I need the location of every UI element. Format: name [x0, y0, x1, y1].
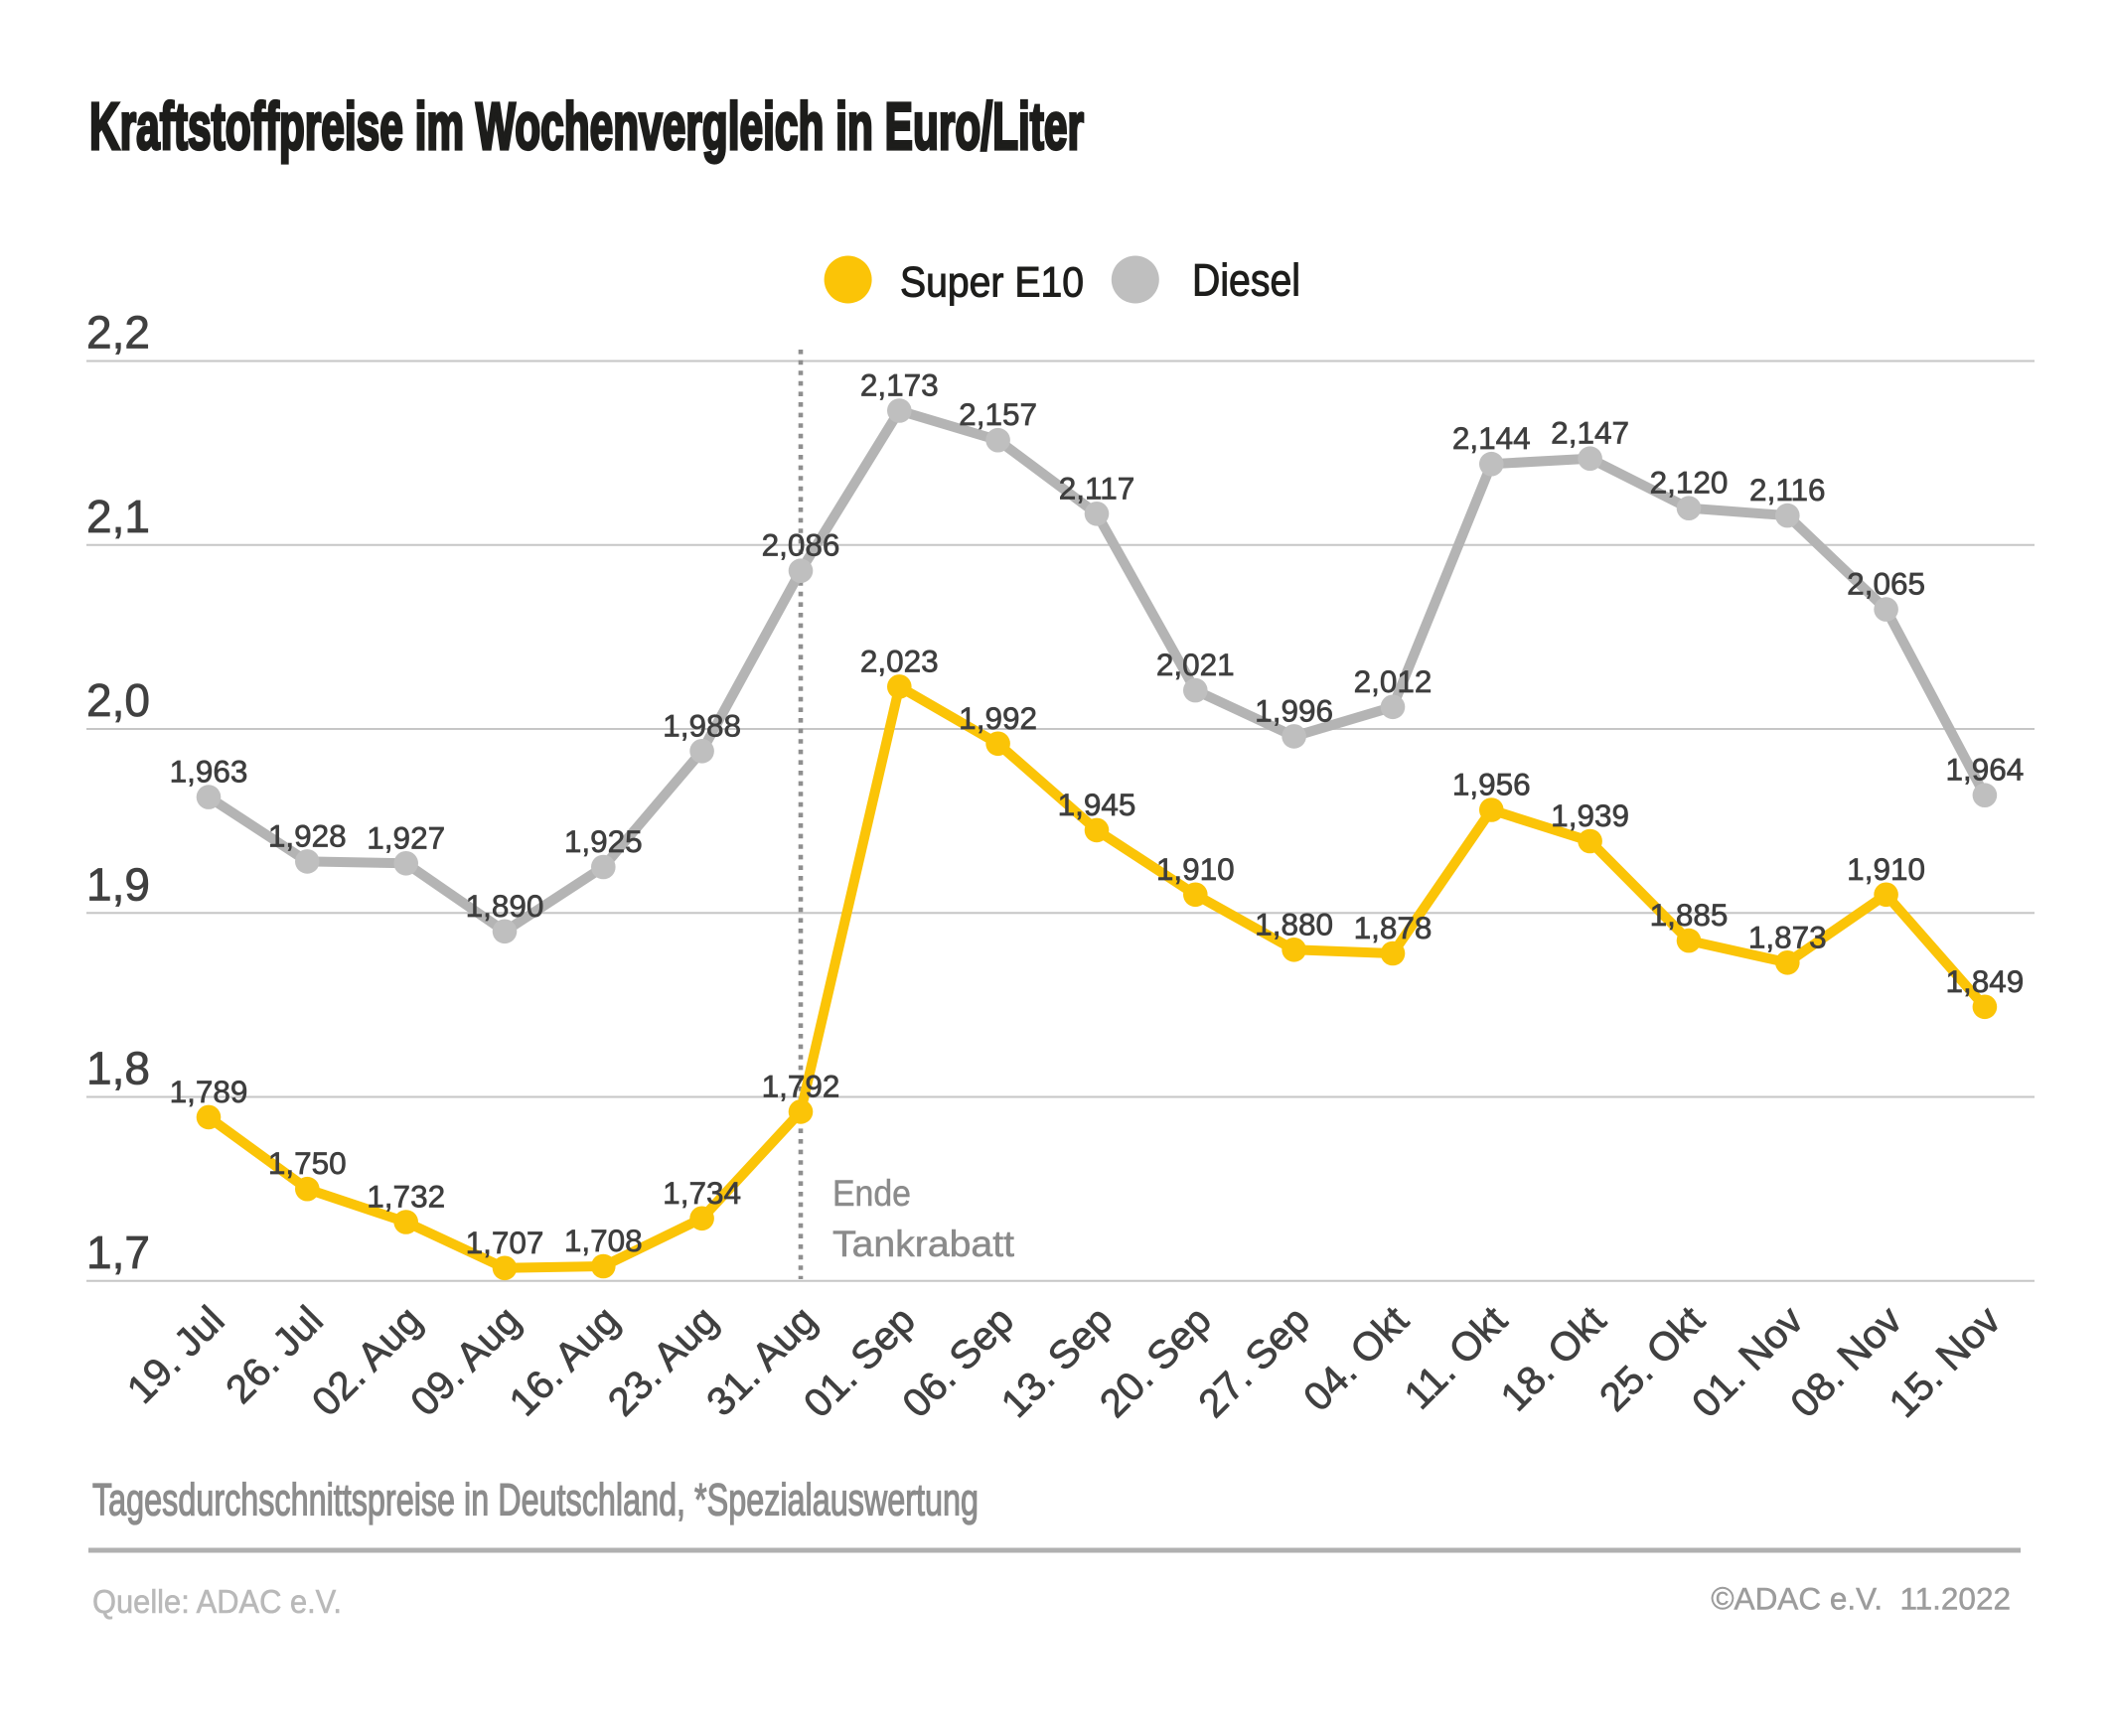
svg-text:1,992: 1,992	[959, 700, 1037, 736]
svg-text:1,789: 1,789	[170, 1074, 248, 1109]
svg-text:Diesel: Diesel	[1192, 255, 1300, 306]
svg-text:1,732: 1,732	[367, 1179, 445, 1215]
svg-text:Tagesdurchschnittspreise in De: Tagesdurchschnittspreise in Deutschland,…	[92, 1475, 979, 1525]
svg-text:1,890: 1,890	[466, 888, 544, 924]
svg-text:1,927: 1,927	[367, 819, 445, 855]
svg-text:1,939: 1,939	[1551, 797, 1629, 833]
svg-text:1,750: 1,750	[268, 1145, 347, 1181]
svg-text:1,734: 1,734	[663, 1175, 741, 1211]
svg-text:Tankrabatt: Tankrabatt	[832, 1224, 1015, 1264]
svg-text:1,963: 1,963	[170, 754, 248, 790]
svg-text:2,1: 2,1	[86, 491, 150, 542]
svg-text:1,849: 1,849	[1945, 963, 2024, 999]
svg-text:1,880: 1,880	[1255, 906, 1333, 941]
svg-text:2,117: 2,117	[1059, 470, 1135, 506]
svg-text:2,2: 2,2	[86, 307, 150, 359]
svg-text:2,120: 2,120	[1650, 465, 1729, 501]
svg-text:1,9: 1,9	[86, 858, 150, 910]
svg-text:2,147: 2,147	[1551, 415, 1629, 451]
svg-text:1,8: 1,8	[86, 1043, 150, 1094]
svg-text:2,144: 2,144	[1452, 420, 1531, 456]
svg-text:Super E10: Super E10	[900, 259, 1084, 307]
svg-text:Ende: Ende	[832, 1173, 911, 1214]
svg-text:1,792: 1,792	[762, 1068, 840, 1103]
svg-text:1,878: 1,878	[1354, 910, 1433, 945]
svg-text:1,996: 1,996	[1255, 692, 1333, 728]
svg-text:2,065: 2,065	[1847, 566, 1925, 602]
svg-text:2,157: 2,157	[959, 396, 1037, 432]
svg-text:1,910: 1,910	[1847, 851, 1925, 887]
svg-text:1,707: 1,707	[466, 1225, 544, 1260]
svg-text:2,0: 2,0	[86, 674, 150, 726]
svg-text:2,021: 2,021	[1156, 647, 1235, 682]
svg-text:1,928: 1,928	[268, 817, 347, 853]
svg-text:1,910: 1,910	[1156, 851, 1235, 887]
svg-text:Quelle: ADAC e.V.: Quelle: ADAC e.V.	[92, 1583, 342, 1620]
svg-text:2,086: 2,086	[762, 527, 840, 563]
svg-text:1,885: 1,885	[1650, 897, 1729, 933]
svg-text:2,012: 2,012	[1354, 663, 1433, 699]
svg-text:2,116: 2,116	[1749, 472, 1826, 507]
svg-text:1,873: 1,873	[1748, 919, 1827, 954]
svg-text:©ADAC e.V. 11.2022: ©ADAC e.V. 11.2022	[1711, 1581, 2011, 1617]
svg-text:2,023: 2,023	[860, 643, 939, 678]
svg-text:1,964: 1,964	[1945, 752, 2024, 788]
svg-text:1,956: 1,956	[1452, 767, 1531, 802]
svg-text:1,988: 1,988	[663, 707, 741, 743]
svg-text:1,925: 1,925	[564, 823, 643, 859]
svg-text:1,708: 1,708	[564, 1223, 643, 1258]
svg-text:Kraftstoffpreise im Wochenverg: Kraftstoffpreise im Wochenvergleich in E…	[89, 89, 1084, 164]
svg-text:2,173: 2,173	[860, 367, 939, 403]
svg-text:1,945: 1,945	[1058, 787, 1136, 822]
svg-text:1,7: 1,7	[86, 1227, 150, 1278]
